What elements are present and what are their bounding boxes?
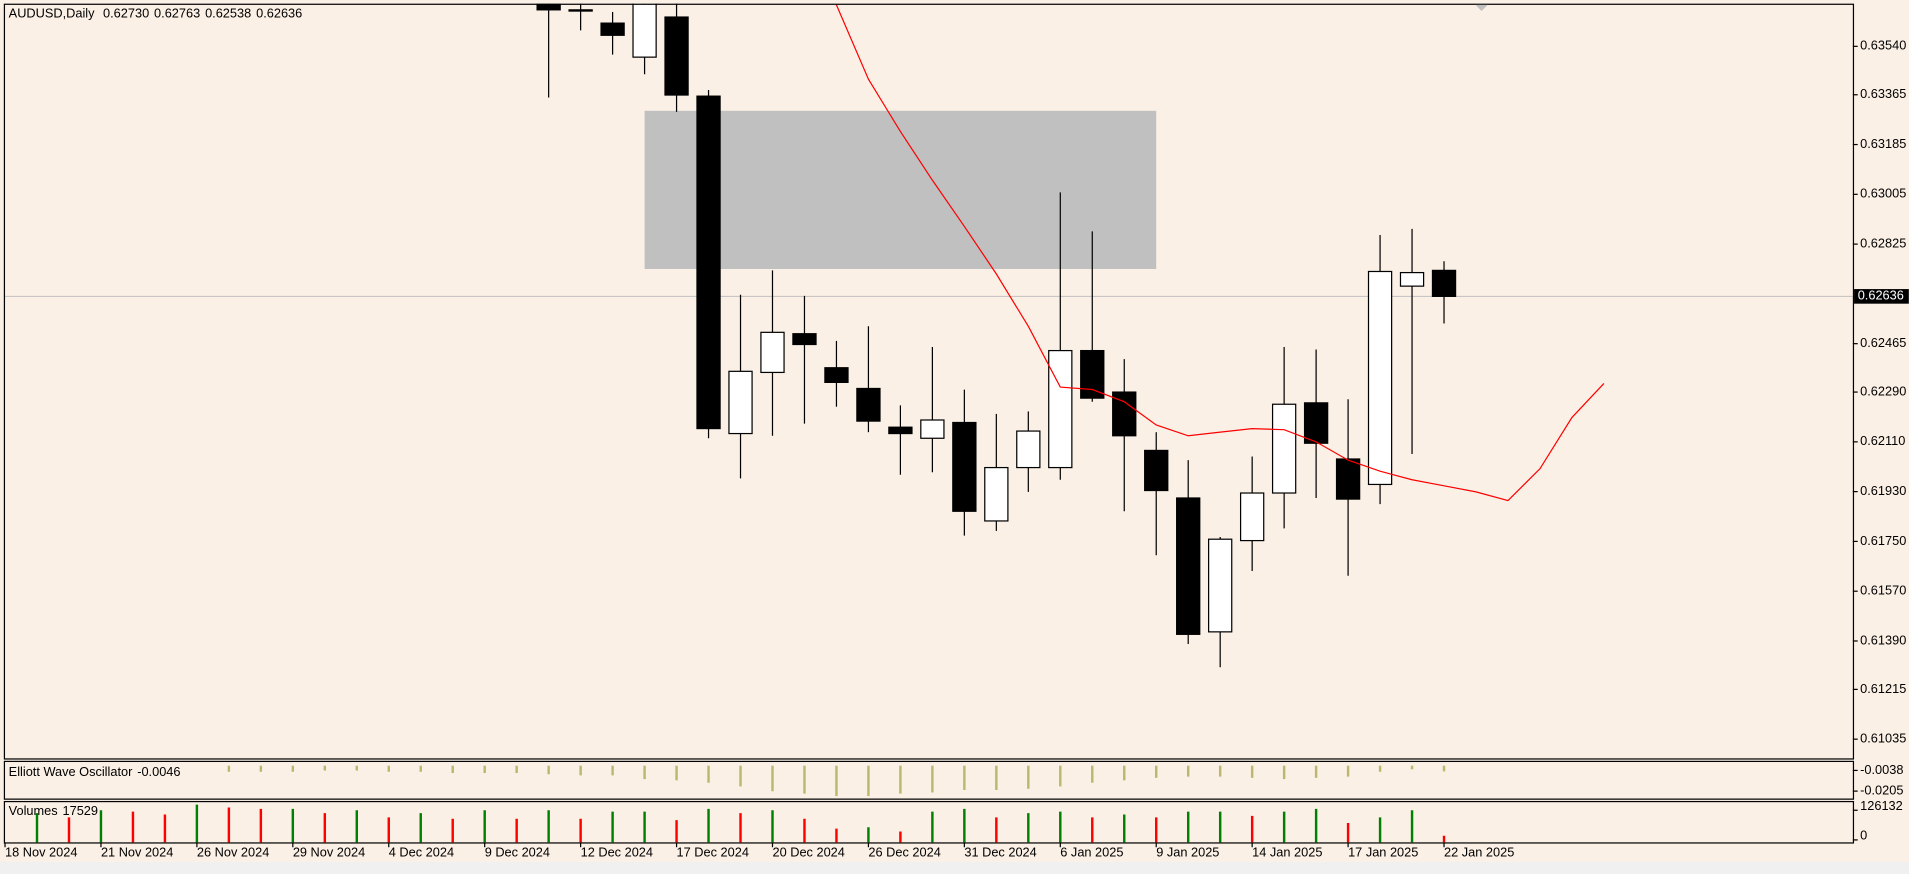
y-tick-label: 0.61930 [1860, 483, 1906, 498]
candle-body [1367, 270, 1393, 486]
volume-tick-label: 126132 [1860, 798, 1903, 813]
candle-body [536, 3, 561, 11]
candle-body [1144, 449, 1169, 492]
current-price-label: 0.62636 [1858, 288, 1904, 303]
candle-body [1303, 402, 1329, 444]
x-tick-label: 17 Jan 2025 [1348, 845, 1418, 860]
x-tick-label: 26 Dec 2024 [868, 845, 940, 860]
y-tick-label: 0.63005 [1860, 186, 1906, 201]
volume-label: Volumes 17529 [9, 803, 98, 818]
main-frame [3, 3, 1855, 760]
x-tick-label: 9 Dec 2024 [485, 845, 550, 860]
bottom-strip [0, 861, 1909, 874]
candle-body [1176, 497, 1201, 635]
candle-body [952, 421, 977, 512]
candle-body [984, 466, 1009, 522]
y-tick-label: 0.62465 [1860, 335, 1906, 350]
y-tick-label: 0.62290 [1860, 383, 1906, 398]
volume-plot [35, 804, 1446, 843]
low-value: 0.62538 [205, 6, 251, 21]
y-tick-label: 0.63185 [1860, 136, 1906, 151]
candle-body [824, 367, 849, 383]
candle-body [1271, 403, 1297, 494]
symbol: AUDUSD,Daily [9, 6, 95, 21]
x-tick-label: 26 Nov 2024 [197, 845, 269, 860]
candle-body [792, 333, 817, 346]
candle-body [856, 387, 881, 422]
candle-body [1335, 458, 1361, 500]
x-tick-label: 14 Jan 2025 [1252, 845, 1322, 860]
candle-body [664, 16, 689, 96]
x-tick-label: 17 Dec 2024 [677, 845, 749, 860]
y-tick-label: 0.61035 [1860, 731, 1906, 746]
x-tick-label: 4 Dec 2024 [389, 845, 454, 860]
moving-average [835, 4, 1605, 502]
volume-frame [3, 800, 1855, 844]
y-tick-label: 0.62110 [1860, 433, 1905, 448]
x-tick-label: 22 Jan 2025 [1444, 845, 1514, 860]
y-tick-label: 0.63540 [1860, 38, 1906, 53]
volume-tick-label: 0 [1860, 828, 1867, 843]
oscillator-value: -0.0046 [137, 764, 180, 779]
y-tick-label: 0.61750 [1860, 533, 1906, 548]
chart-header: AUDUSD,Daily 0.62730 0.62763 0.62538 0.62636 [9, 6, 303, 21]
candle-body [1080, 349, 1105, 399]
x-tick-label: 12 Dec 2024 [581, 845, 653, 860]
x-tick-label: 21 Nov 2024 [101, 845, 173, 860]
candle-body [568, 9, 593, 12]
volume-name: Volumes [9, 803, 58, 818]
y-tick-label: 0.61390 [1860, 632, 1906, 647]
y-tick-label: 0.61215 [1860, 681, 1906, 696]
oscillator-frame [3, 760, 1855, 800]
open-value: 0.62730 [103, 6, 149, 21]
candle-body [600, 22, 625, 36]
zone [644, 110, 1157, 269]
volume-value: 17529 [63, 803, 99, 818]
candle-body [696, 95, 721, 430]
shift-marker [1475, 4, 1488, 11]
candle-body [888, 426, 913, 435]
oscillator-plot [227, 765, 1446, 797]
close-value: 0.62636 [256, 6, 302, 21]
x-tick-label: 9 Jan 2025 [1156, 845, 1219, 860]
x-tick-label: 31 Dec 2024 [964, 845, 1036, 860]
x-tick-label: 20 Dec 2024 [772, 845, 844, 860]
candle-body [920, 419, 945, 439]
oscillator-tick-label: -0.0038 [1860, 762, 1903, 777]
candle-body [728, 370, 753, 435]
y-tick-label: 0.63365 [1860, 86, 1906, 101]
candle-body [760, 331, 785, 374]
x-tick-label: 29 Nov 2024 [293, 845, 365, 860]
oscillator-name: Elliott Wave Oscillator [9, 764, 133, 779]
candle-body [1399, 271, 1425, 287]
current-price-box [1854, 289, 1909, 304]
candle-body [1048, 349, 1073, 469]
y-tick-label: 0.61570 [1860, 583, 1906, 598]
candle-body [1431, 269, 1457, 297]
candle-body [1112, 391, 1137, 437]
candle-body [632, 3, 657, 58]
x-tick-label: 18 Nov 2024 [5, 845, 77, 860]
x-tick-label: 6 Jan 2025 [1060, 845, 1123, 860]
main-plot [3, 3, 1853, 668]
candle-body [1208, 538, 1233, 633]
oscillator-tick-label: -0.0205 [1860, 782, 1903, 797]
oscillator-label: Elliott Wave Oscillator -0.0046 [9, 764, 181, 779]
axes: 0.63540 0.63365 0.63185 0.63005 0.62825 0.624… [4, 38, 1909, 860]
candle-body [1016, 430, 1041, 469]
candle-body [1239, 492, 1265, 542]
y-tick-label: 0.62825 [1860, 235, 1906, 250]
high-value: 0.62763 [154, 6, 200, 21]
